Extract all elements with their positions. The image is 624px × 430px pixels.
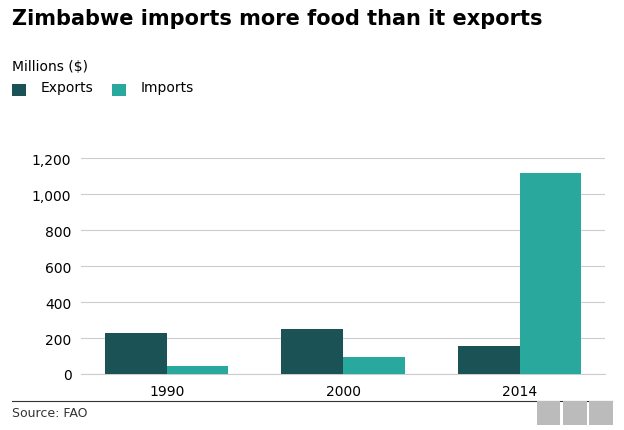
Bar bbox=[458, 346, 520, 374]
Text: B: B bbox=[544, 406, 553, 420]
Bar bbox=[167, 366, 228, 374]
Bar bbox=[343, 357, 405, 374]
Text: Millions ($): Millions ($) bbox=[12, 60, 89, 74]
Bar bbox=[281, 330, 343, 374]
Bar bbox=[520, 173, 582, 374]
Text: C: C bbox=[597, 406, 605, 420]
Text: Imports: Imports bbox=[140, 81, 193, 95]
Text: B: B bbox=[570, 406, 580, 420]
Bar bbox=[105, 333, 167, 374]
Text: Zimbabwe imports more food than it exports: Zimbabwe imports more food than it expor… bbox=[12, 9, 543, 28]
Text: Exports: Exports bbox=[41, 81, 94, 95]
Text: Source: FAO: Source: FAO bbox=[12, 406, 88, 419]
